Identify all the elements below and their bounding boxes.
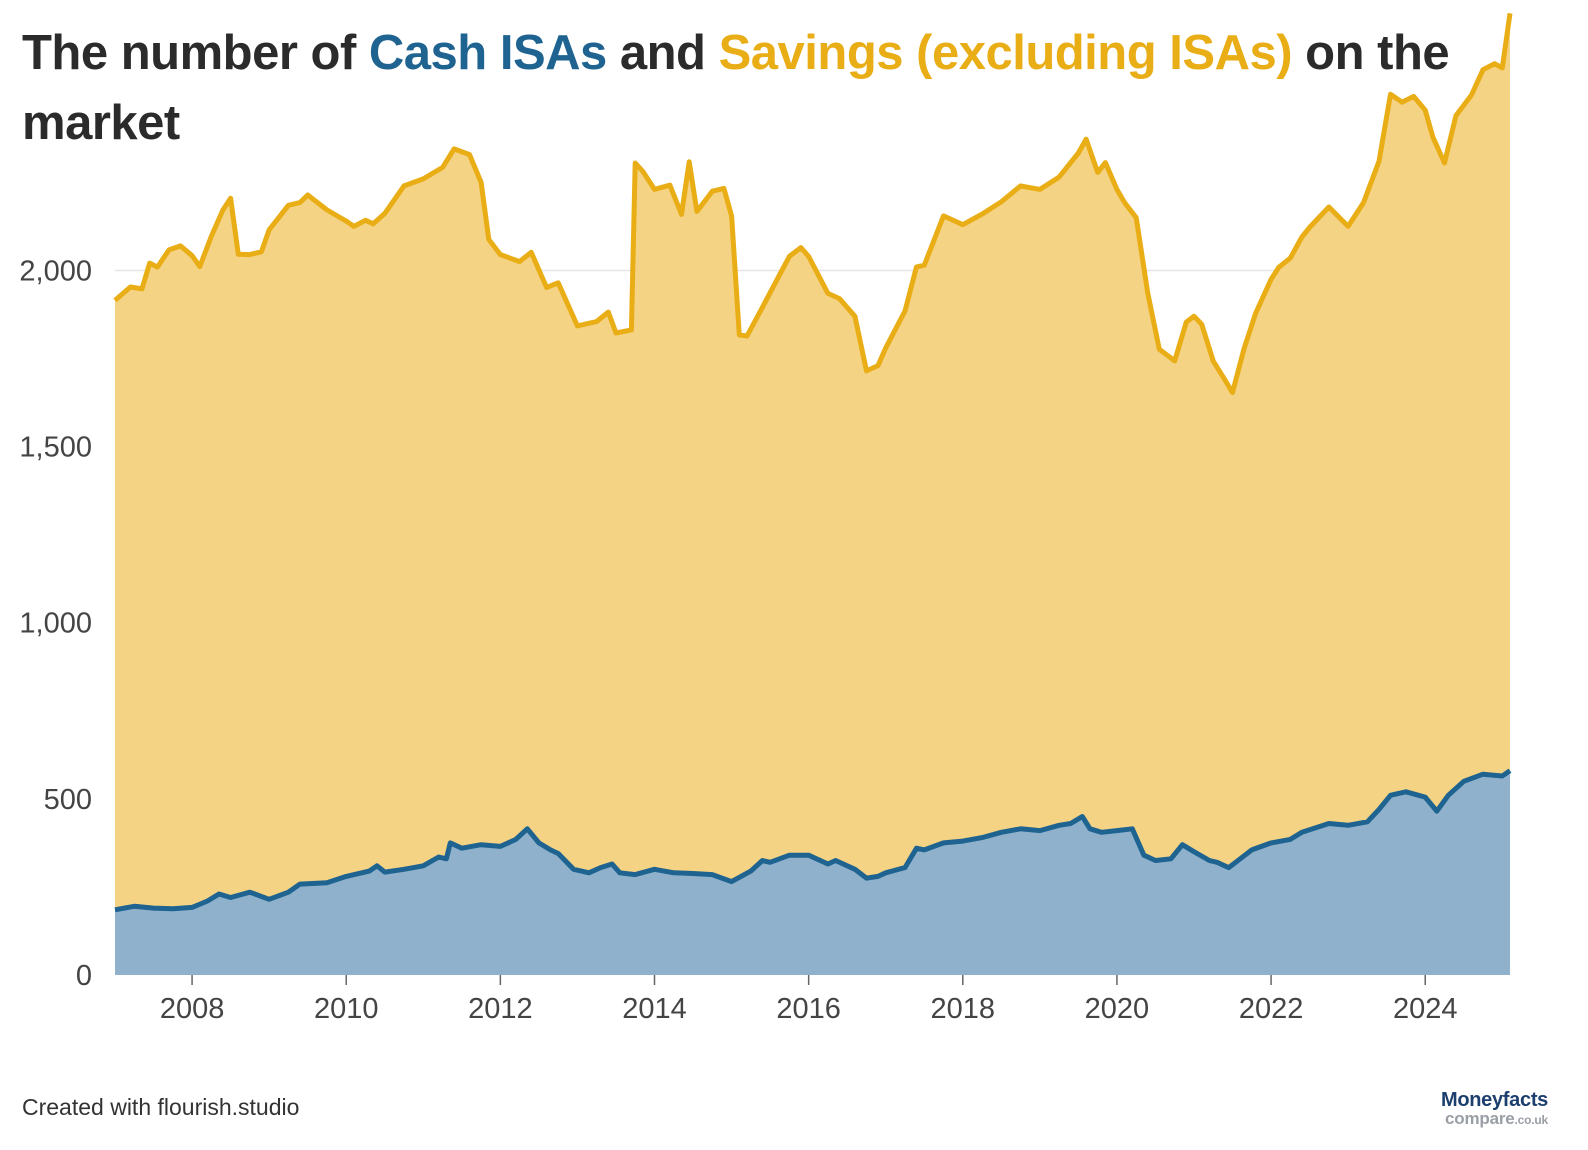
x-tick-label: 2016 xyxy=(776,993,841,1025)
title-part-3: on the market xyxy=(22,26,1450,150)
y-tick-label: 1,000 xyxy=(19,608,92,640)
title-part-1: The number of xyxy=(22,26,369,80)
logo-suffix: .co.uk xyxy=(1514,1113,1549,1127)
savings-area xyxy=(115,13,1510,910)
chart-areas xyxy=(115,13,1510,975)
title-cash-isas: Cash ISAs xyxy=(368,26,607,80)
y-axis: 0 500 1,000 1,500 2,000 xyxy=(19,255,92,992)
title-savings: Savings (excluding ISAs) xyxy=(718,26,1293,80)
chart-title: The number of Cash ISAs and Savings (exc… xyxy=(22,18,1522,158)
logo-word: compare xyxy=(1445,1109,1515,1128)
y-tick-label: 1,500 xyxy=(19,432,92,464)
y-tick-label: 2,000 xyxy=(19,255,92,287)
x-tick-label: 2022 xyxy=(1239,993,1304,1025)
logo-line-2: compare.co.uk xyxy=(1441,1110,1548,1127)
x-tick-label: 2018 xyxy=(931,993,996,1025)
cash-isas-area xyxy=(115,770,1510,975)
x-tick-label: 2012 xyxy=(468,993,533,1025)
x-tick-label: 2024 xyxy=(1393,993,1458,1025)
x-tick-label: 2010 xyxy=(314,993,379,1025)
chart-lines xyxy=(113,12,1513,913)
title-part-2: and xyxy=(606,26,719,80)
cash-isas-line xyxy=(114,768,1512,913)
logo-line-1: Moneyfacts xyxy=(1440,1089,1548,1111)
y-tick-label: 500 xyxy=(44,784,92,816)
x-tick-label: 2020 xyxy=(1085,993,1150,1025)
x-tick-label: 2014 xyxy=(622,993,687,1025)
x-tick-label: 2008 xyxy=(160,993,225,1025)
savings-line xyxy=(113,12,1513,396)
x-axis: 2008 2010 2012 2014 2016 2018 2020 2022 2024 xyxy=(160,975,1458,1025)
y-tick-label: 0 xyxy=(76,960,92,992)
moneyfacts-logo[interactable]: Moneyfacts compare.co.uk xyxy=(1441,1090,1548,1127)
footer-credit[interactable]: Created with flourish.studio xyxy=(22,1094,300,1120)
